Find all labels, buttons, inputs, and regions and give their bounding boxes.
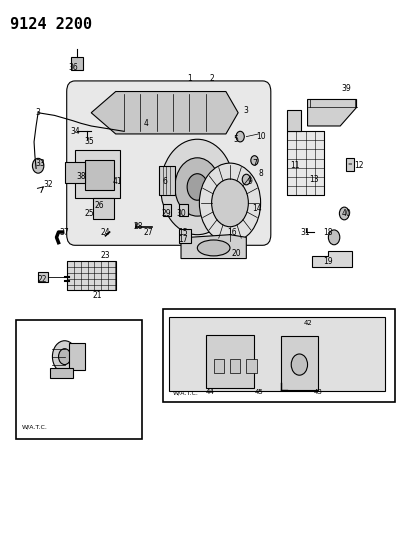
Bar bbox=[85, 160, 114, 190]
Text: 31: 31 bbox=[301, 228, 310, 237]
Text: 27: 27 bbox=[143, 228, 153, 237]
Circle shape bbox=[53, 341, 77, 373]
Circle shape bbox=[339, 207, 349, 220]
Text: 28: 28 bbox=[134, 222, 143, 231]
Text: 1: 1 bbox=[187, 74, 192, 83]
Text: 7: 7 bbox=[252, 159, 257, 167]
Text: 8: 8 bbox=[258, 169, 263, 178]
Text: 10: 10 bbox=[256, 132, 266, 141]
Bar bbox=[159, 166, 175, 195]
Bar bbox=[281, 336, 318, 390]
Polygon shape bbox=[307, 100, 356, 126]
Text: 3: 3 bbox=[36, 108, 41, 117]
Bar bbox=[65, 161, 85, 183]
Polygon shape bbox=[91, 92, 238, 134]
Polygon shape bbox=[312, 251, 353, 266]
Bar bbox=[179, 229, 191, 243]
Text: 16: 16 bbox=[227, 228, 237, 237]
Bar bbox=[230, 359, 240, 373]
Bar bbox=[179, 204, 188, 216]
Circle shape bbox=[199, 163, 261, 243]
Text: 2: 2 bbox=[209, 74, 214, 83]
Polygon shape bbox=[181, 235, 246, 259]
Ellipse shape bbox=[197, 240, 230, 256]
Text: 3: 3 bbox=[244, 106, 249, 115]
Bar bbox=[163, 309, 395, 402]
Bar bbox=[287, 110, 301, 131]
Text: 15: 15 bbox=[178, 228, 188, 237]
FancyBboxPatch shape bbox=[67, 81, 271, 245]
Circle shape bbox=[212, 179, 248, 227]
Text: 13: 13 bbox=[309, 174, 319, 183]
Circle shape bbox=[251, 156, 258, 165]
Bar bbox=[164, 204, 171, 216]
Polygon shape bbox=[93, 198, 114, 219]
Text: 42: 42 bbox=[303, 319, 312, 326]
Circle shape bbox=[291, 354, 307, 375]
Bar bbox=[67, 261, 115, 290]
Text: =: = bbox=[348, 162, 352, 167]
Text: 11: 11 bbox=[291, 161, 300, 170]
Text: 17: 17 bbox=[178, 236, 188, 245]
Text: 29: 29 bbox=[162, 209, 171, 218]
Text: 40: 40 bbox=[342, 209, 351, 218]
Text: 23: 23 bbox=[101, 252, 110, 261]
Circle shape bbox=[58, 349, 71, 365]
Text: 44: 44 bbox=[206, 389, 214, 395]
Text: 6: 6 bbox=[162, 177, 167, 186]
Bar bbox=[206, 335, 254, 389]
Text: 12: 12 bbox=[354, 161, 363, 170]
Circle shape bbox=[161, 139, 234, 235]
Bar bbox=[214, 359, 224, 373]
Text: 41: 41 bbox=[113, 177, 122, 186]
Polygon shape bbox=[71, 57, 83, 70]
Bar bbox=[38, 272, 48, 282]
Text: 5: 5 bbox=[234, 135, 238, 144]
Text: 36: 36 bbox=[68, 63, 78, 72]
Bar bbox=[246, 359, 256, 373]
Text: 21: 21 bbox=[92, 291, 102, 300]
Text: 30: 30 bbox=[176, 209, 186, 218]
Text: 24: 24 bbox=[101, 228, 110, 237]
Text: W/A.T.C.: W/A.T.C. bbox=[22, 424, 48, 429]
Bar bbox=[287, 131, 324, 195]
Text: 25: 25 bbox=[84, 209, 94, 218]
Bar bbox=[346, 158, 354, 171]
Text: 18: 18 bbox=[323, 228, 333, 237]
Text: W/A.T.C.: W/A.T.C. bbox=[173, 390, 199, 395]
Text: 39: 39 bbox=[342, 84, 351, 93]
Circle shape bbox=[32, 158, 44, 173]
Text: 20: 20 bbox=[231, 249, 241, 258]
Bar bbox=[69, 343, 85, 370]
Bar bbox=[16, 319, 142, 439]
Circle shape bbox=[175, 158, 220, 216]
Text: 37: 37 bbox=[60, 228, 69, 237]
Text: 35: 35 bbox=[84, 138, 94, 147]
Text: 22: 22 bbox=[37, 275, 47, 284]
Text: 34: 34 bbox=[70, 127, 80, 136]
Circle shape bbox=[242, 174, 250, 185]
Text: 14: 14 bbox=[252, 204, 261, 213]
Circle shape bbox=[328, 230, 340, 245]
Text: 43: 43 bbox=[314, 389, 323, 395]
Text: 32: 32 bbox=[44, 180, 53, 189]
Polygon shape bbox=[75, 150, 120, 198]
Text: 9124 2200: 9124 2200 bbox=[9, 17, 92, 33]
Text: 19: 19 bbox=[323, 257, 333, 265]
Bar bbox=[169, 317, 385, 391]
Bar bbox=[51, 368, 73, 378]
Text: 45: 45 bbox=[254, 389, 263, 395]
Text: 38: 38 bbox=[76, 172, 86, 181]
Text: 9: 9 bbox=[248, 177, 253, 186]
Text: 26: 26 bbox=[95, 201, 104, 210]
Circle shape bbox=[187, 174, 208, 200]
Circle shape bbox=[236, 131, 244, 142]
Text: 4: 4 bbox=[144, 119, 149, 128]
Text: 33: 33 bbox=[35, 159, 45, 167]
